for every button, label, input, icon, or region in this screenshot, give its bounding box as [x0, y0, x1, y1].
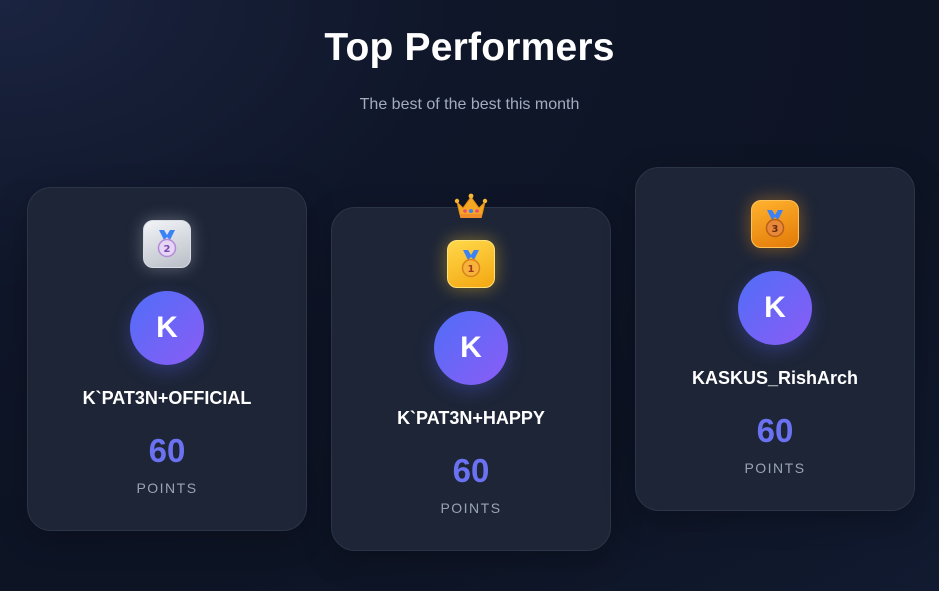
points-value: 60 [756, 412, 794, 449]
avatar: K [434, 311, 508, 385]
medal-rank-number: 2 [164, 244, 171, 255]
performer-name: K`PAT3N+OFFICIAL [82, 388, 252, 408]
points-label: POINTS [440, 500, 502, 516]
bronze-medal-icon: 3 [751, 200, 799, 248]
avatar: K [130, 291, 204, 365]
points-label: POINTS [136, 480, 198, 496]
performer-card-rank-2: 2 K K`PAT3N+OFFICIAL 60 POINTS [27, 187, 307, 531]
gold-medal-icon: 1 [447, 240, 495, 288]
page-subtitle: The best of the best this month [359, 96, 580, 113]
medal-rank-number: 3 [772, 224, 779, 235]
performer-name: KASKUS_RishArch [691, 368, 859, 388]
points-value: 60 [452, 452, 490, 489]
crown-icon [454, 192, 488, 220]
silver-medal-icon: 2 [143, 220, 191, 268]
page-title: Top Performers [324, 26, 615, 69]
avatar: K [738, 271, 812, 345]
performer-card-rank-3: 3 K KASKUS_RishArch 60 POINTS [635, 167, 915, 511]
performer-card-rank-1: 1 K K`PAT3N+HAPPY 60 POINTS [331, 193, 611, 551]
points-value: 60 [148, 432, 186, 469]
medal-rank-number: 1 [468, 264, 475, 275]
points-label: POINTS [744, 460, 806, 476]
performer-name: K`PAT3N+HAPPY [397, 408, 545, 428]
